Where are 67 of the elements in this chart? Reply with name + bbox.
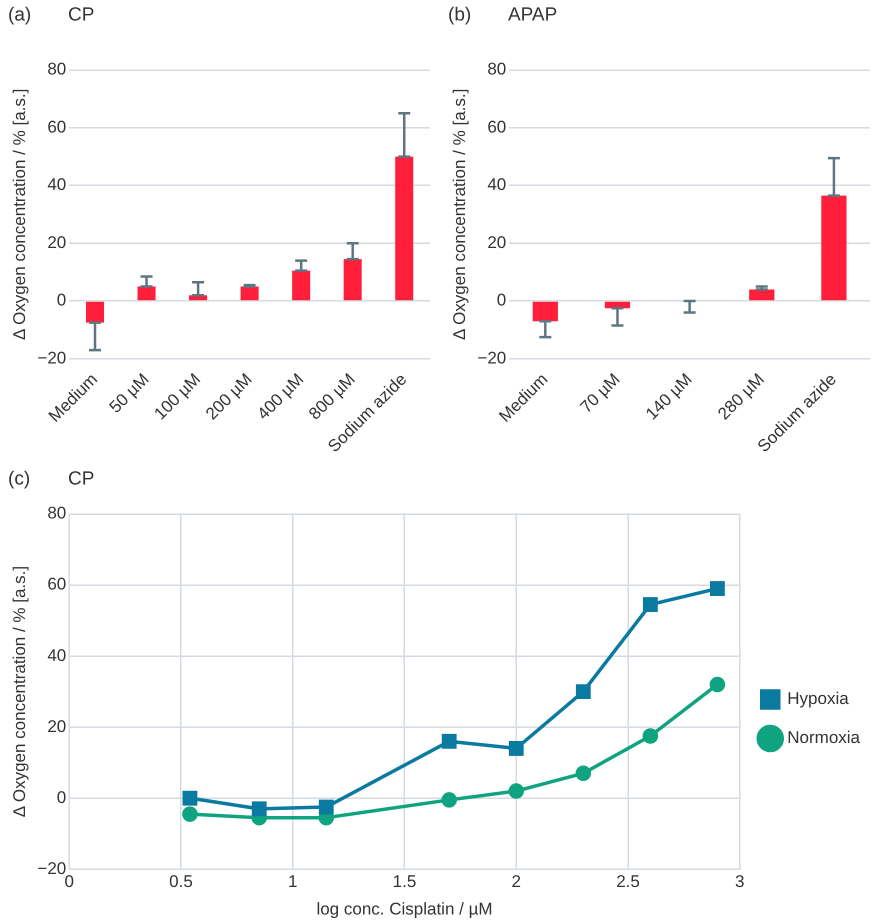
y-tick-label: 40 xyxy=(47,646,66,665)
bar xyxy=(604,302,630,308)
point xyxy=(442,734,457,749)
y-tick-label: 80 xyxy=(47,504,66,523)
point xyxy=(576,766,592,782)
bar xyxy=(292,270,310,300)
x-tick-label: 50 µM xyxy=(106,370,153,417)
point xyxy=(642,597,658,612)
y-tick-label: 20 xyxy=(487,232,506,252)
chart-title: CP xyxy=(68,468,94,490)
x-tick-label: 140 µM xyxy=(642,370,696,424)
x-axis-title: log conc. Cisplatin / µM xyxy=(316,899,493,918)
y-tick-label: 80 xyxy=(487,60,506,79)
point xyxy=(252,801,267,816)
y-tick-label: 20 xyxy=(47,232,66,252)
chart-title: APAP xyxy=(508,4,558,26)
x-tick-label: 2.5 xyxy=(616,872,640,892)
y-tick-label: 60 xyxy=(487,117,506,136)
x-tick-label: 1.5 xyxy=(392,872,416,892)
bar xyxy=(749,289,774,300)
point xyxy=(508,783,524,799)
x-tick-label: 70 µM xyxy=(576,370,624,417)
point xyxy=(642,728,658,744)
y-tick-label: −20 xyxy=(37,348,66,368)
legend-label: Normoxia xyxy=(787,728,861,748)
bar xyxy=(532,302,558,322)
bar xyxy=(344,259,362,300)
point xyxy=(508,741,524,756)
x-tick-label: 3 xyxy=(735,872,744,892)
y-tick-label: −20 xyxy=(477,348,506,368)
y-axis-title: Δ Oxygen concentration / % [a.s.] xyxy=(10,88,29,340)
point xyxy=(441,792,457,808)
point xyxy=(576,684,591,700)
point xyxy=(182,790,198,806)
bar xyxy=(395,156,414,300)
bar xyxy=(138,286,156,300)
text: (a) xyxy=(8,4,32,26)
y-tick-label: 40 xyxy=(487,175,506,194)
y-tick-label: 0 xyxy=(56,788,66,807)
bar xyxy=(821,196,847,300)
x-tick-label: 1 xyxy=(288,872,298,892)
x-tick-label: 400 µM xyxy=(254,370,308,424)
point xyxy=(318,800,334,814)
point xyxy=(182,806,198,822)
y-axis-title: Δ Oxygen concentration / % [a.s.] xyxy=(450,88,469,340)
point xyxy=(710,581,725,596)
text: (b) xyxy=(448,4,472,26)
bar xyxy=(240,286,259,300)
x-tick-label: 280 µM xyxy=(714,370,768,424)
y-tick-label: 0 xyxy=(56,290,66,310)
y-tick-label: 80 xyxy=(47,60,66,79)
x-tick-label: 200 µM xyxy=(202,370,256,424)
bar xyxy=(86,302,104,323)
x-tick-label: 0.5 xyxy=(169,872,193,892)
x-tick-label: 2 xyxy=(512,872,521,892)
y-tick-label: 60 xyxy=(47,574,66,594)
legend-label: Hypoxia xyxy=(787,689,850,708)
chart-title: CP xyxy=(68,4,94,26)
y-tick-label: 20 xyxy=(47,716,66,736)
y-tick-label: −20 xyxy=(37,858,66,878)
y-tick-label: 40 xyxy=(47,175,66,194)
y-tick-label: 60 xyxy=(47,117,66,136)
point xyxy=(710,676,726,692)
y-tick-label: 0 xyxy=(496,290,506,310)
x-tick-label: 100 µM xyxy=(150,370,204,424)
text: (c) xyxy=(8,468,30,490)
y-axis-title: Δ Oxygen concentration / % [a.s.] xyxy=(10,566,29,818)
